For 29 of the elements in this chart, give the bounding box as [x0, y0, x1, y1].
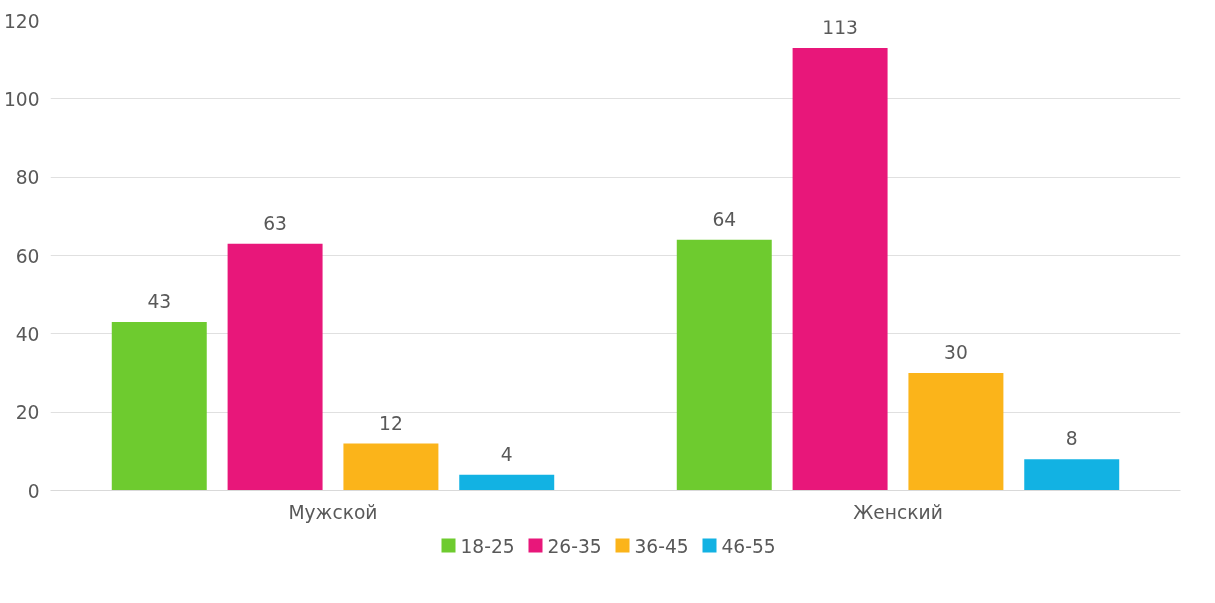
legend-label: 36-45: [634, 535, 689, 557]
bar: [459, 474, 555, 491]
y-tick-label: 40: [15, 323, 40, 345]
bar: [792, 47, 888, 491]
data-label: 64: [712, 208, 737, 230]
legend-label: 46-55: [721, 535, 776, 557]
bar: [676, 239, 772, 491]
data-label: 30: [944, 342, 968, 363]
data-label: 113: [822, 16, 858, 38]
x-tick-label: Женский: [853, 501, 943, 523]
x-tick-label: Мужской: [288, 501, 378, 523]
bar: [227, 243, 323, 491]
y-tick-label: 20: [15, 402, 40, 424]
data-label: 63: [263, 212, 287, 234]
data-label: 4: [500, 443, 513, 465]
y-tick-label: 80: [15, 167, 40, 189]
data-label: 43: [147, 291, 172, 313]
bar: [343, 443, 439, 491]
y-tick-label: 120: [3, 10, 40, 32]
y-tick-label: 0: [27, 480, 40, 502]
legend-label: 18-25: [460, 535, 515, 557]
bar: [111, 322, 207, 491]
bar: [1024, 459, 1120, 491]
data-label: 12: [379, 412, 403, 434]
data-label: 8: [1065, 428, 1078, 450]
y-tick-label: 100: [3, 88, 40, 110]
bar: [908, 373, 1004, 491]
legend-label: 26-35: [547, 535, 602, 557]
y-tick-label: 60: [15, 245, 40, 267]
